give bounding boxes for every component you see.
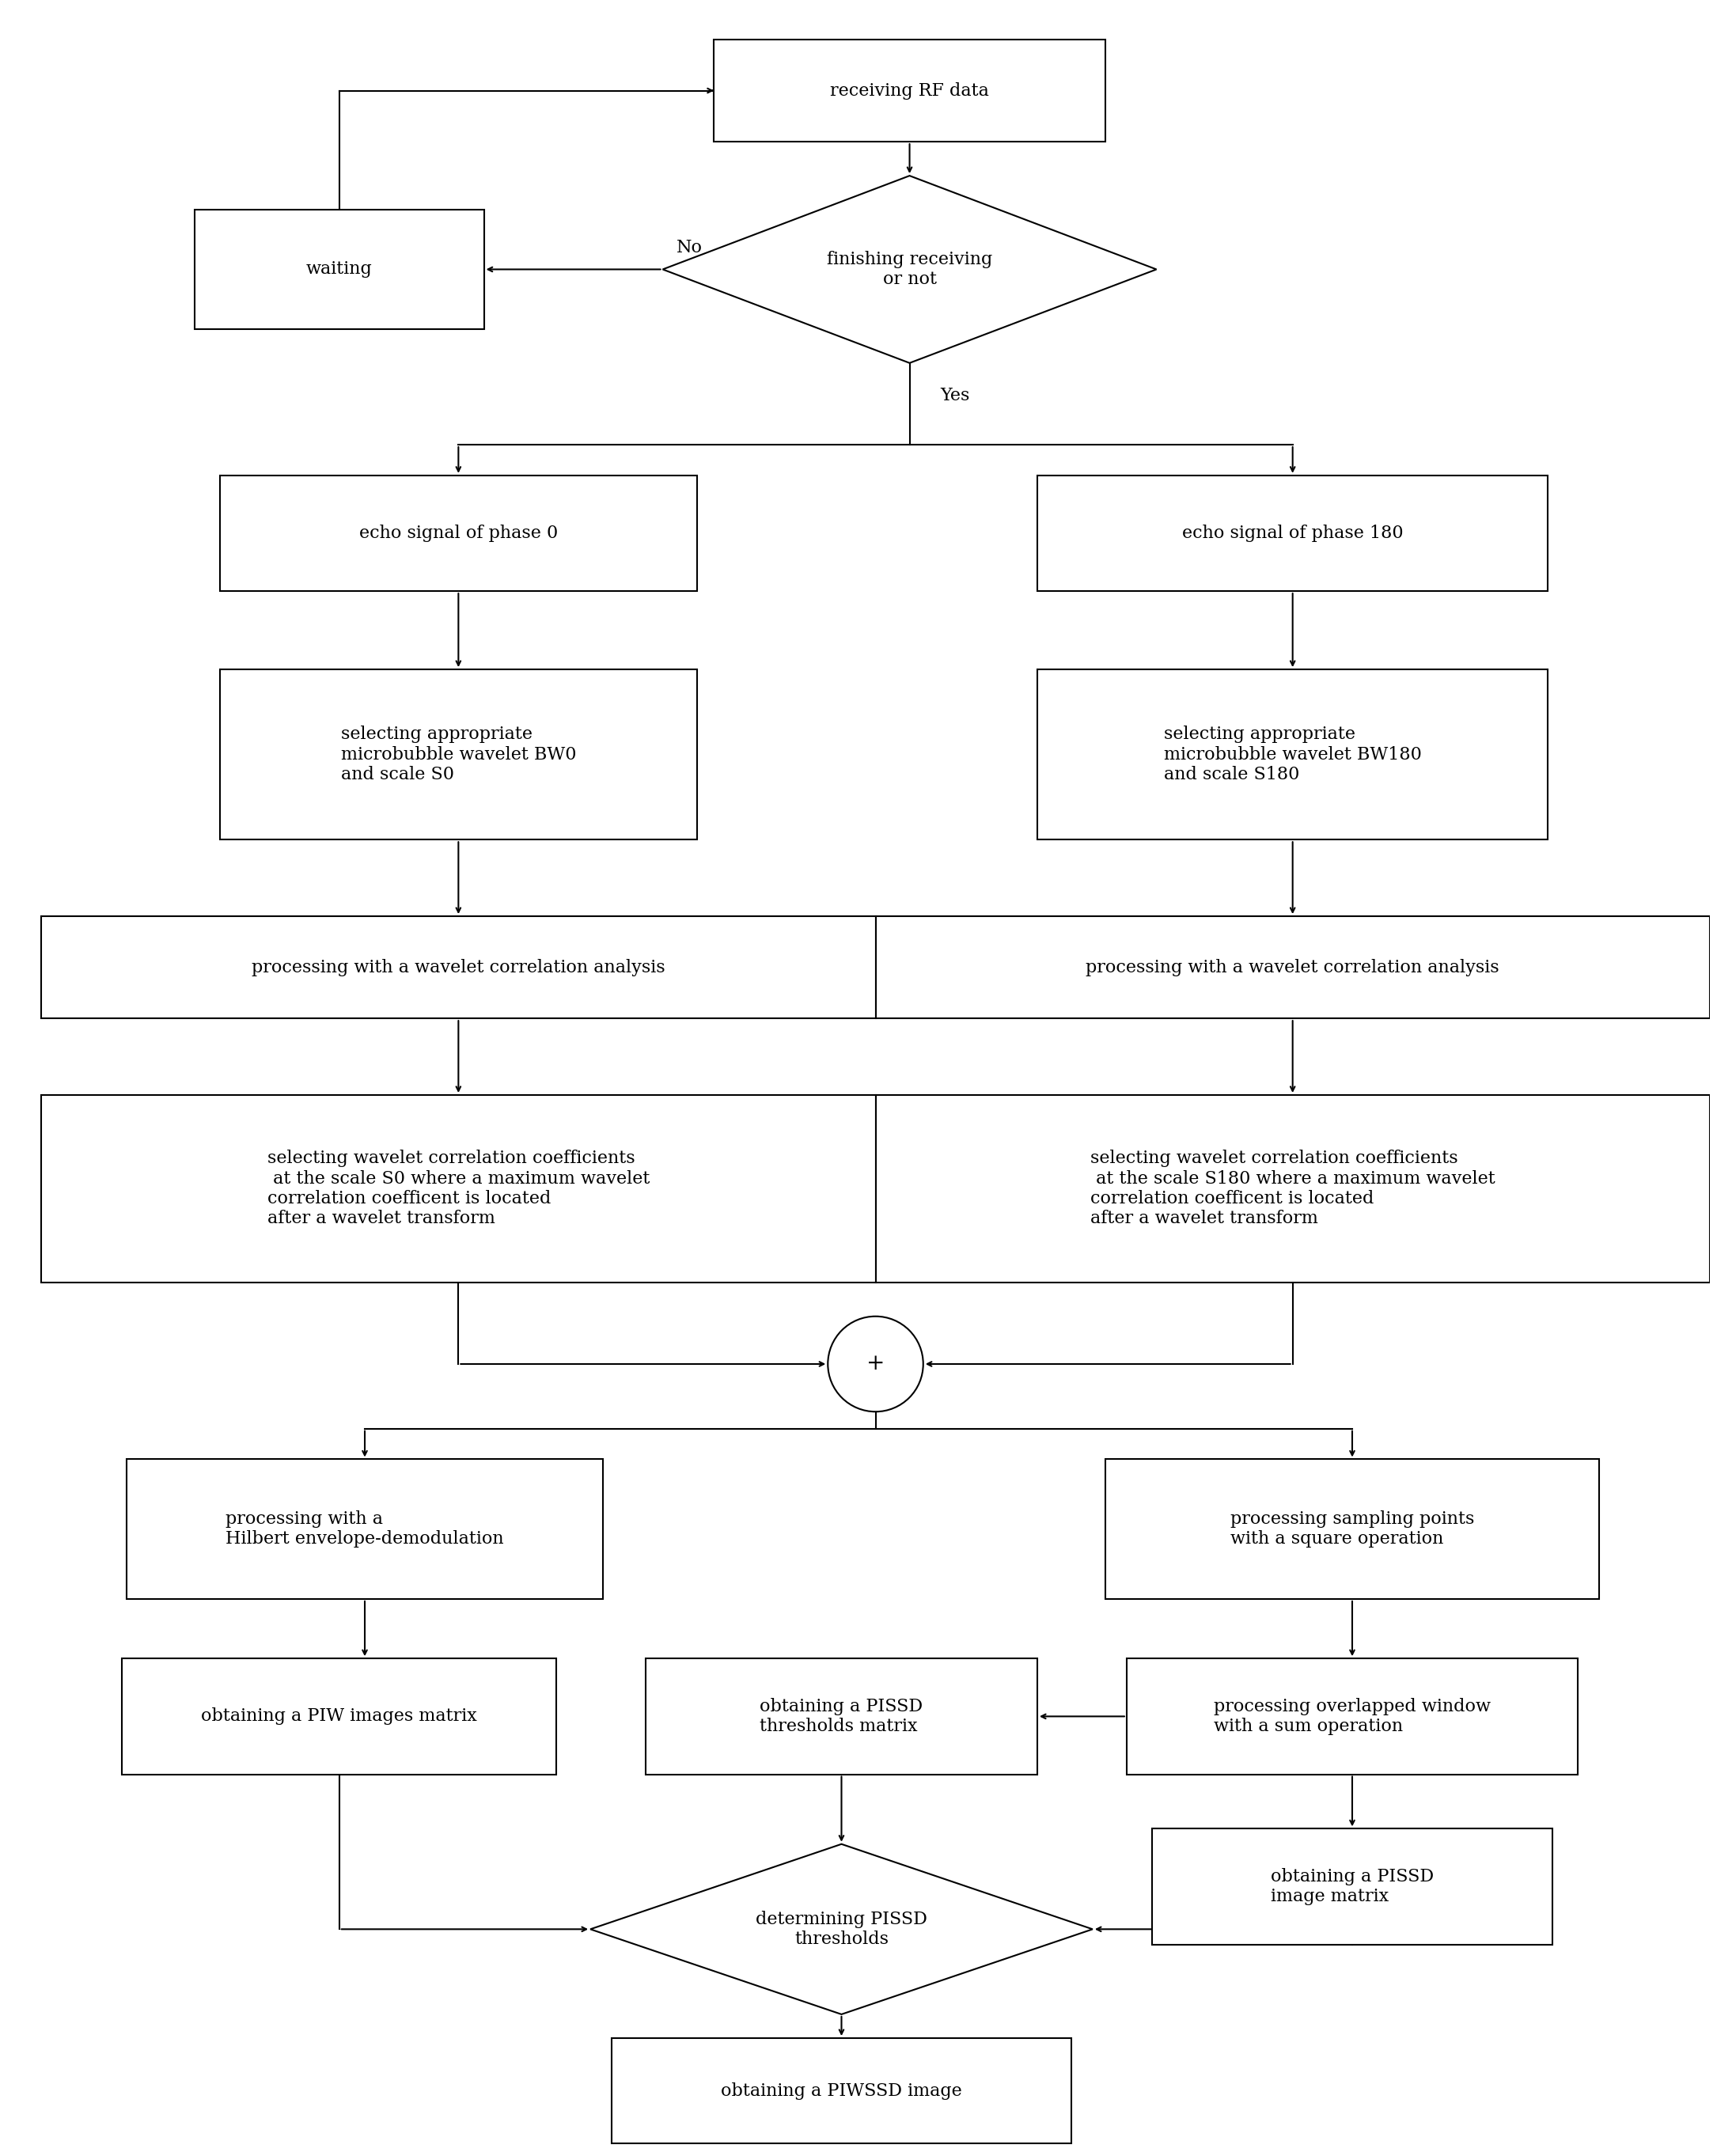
FancyBboxPatch shape bbox=[876, 1095, 1710, 1283]
Text: processing with a wavelet correlation analysis: processing with a wavelet correlation an… bbox=[252, 959, 664, 977]
Polygon shape bbox=[591, 1843, 1092, 2014]
Text: selecting wavelet correlation coefficients
 at the scale S180 where a maximum wa: selecting wavelet correlation coefficien… bbox=[1090, 1149, 1496, 1227]
Text: selecting wavelet correlation coefficients
 at the scale S0 where a maximum wave: selecting wavelet correlation coefficien… bbox=[268, 1149, 649, 1227]
FancyBboxPatch shape bbox=[1037, 668, 1549, 839]
Text: No: No bbox=[676, 239, 702, 257]
Text: processing sampling points
with a square operation: processing sampling points with a square… bbox=[1229, 1511, 1475, 1548]
Text: determining PISSD
thresholds: determining PISSD thresholds bbox=[755, 1910, 927, 1949]
FancyBboxPatch shape bbox=[220, 668, 697, 839]
FancyBboxPatch shape bbox=[41, 1095, 876, 1283]
Text: selecting appropriate
microbubble wavelet BW180
and scale S180: selecting appropriate microbubble wavele… bbox=[1164, 727, 1422, 783]
Text: finishing receiving
or not: finishing receiving or not bbox=[828, 250, 992, 289]
FancyBboxPatch shape bbox=[127, 1460, 603, 1600]
Text: echo signal of phase 180: echo signal of phase 180 bbox=[1181, 524, 1403, 541]
FancyBboxPatch shape bbox=[1126, 1658, 1578, 1774]
FancyBboxPatch shape bbox=[876, 916, 1710, 1018]
FancyBboxPatch shape bbox=[1152, 1828, 1552, 1945]
Text: +: + bbox=[867, 1354, 884, 1376]
FancyBboxPatch shape bbox=[1037, 474, 1549, 591]
Text: obtaining a PISSD
image matrix: obtaining a PISSD image matrix bbox=[1271, 1867, 1434, 1906]
Text: processing with a
Hilbert envelope-demodulation: processing with a Hilbert envelope-demod… bbox=[225, 1511, 503, 1548]
Circle shape bbox=[828, 1317, 924, 1412]
FancyBboxPatch shape bbox=[194, 209, 484, 330]
Text: processing overlapped window
with a sum operation: processing overlapped window with a sum … bbox=[1214, 1697, 1490, 1736]
Polygon shape bbox=[663, 177, 1157, 362]
FancyBboxPatch shape bbox=[220, 474, 697, 591]
Text: selecting appropriate
microbubble wavelet BW0
and scale S0: selecting appropriate microbubble wavele… bbox=[340, 727, 577, 783]
Text: echo signal of phase 0: echo signal of phase 0 bbox=[359, 524, 558, 541]
FancyBboxPatch shape bbox=[41, 916, 876, 1018]
Text: obtaining a PIWSSD image: obtaining a PIWSSD image bbox=[721, 2083, 962, 2100]
FancyBboxPatch shape bbox=[122, 1658, 556, 1774]
FancyBboxPatch shape bbox=[714, 39, 1106, 142]
FancyBboxPatch shape bbox=[611, 2037, 1071, 2143]
Text: obtaining a PIW images matrix: obtaining a PIW images matrix bbox=[201, 1708, 477, 1725]
Text: processing with a wavelet correlation analysis: processing with a wavelet correlation an… bbox=[1085, 959, 1499, 977]
Text: Yes: Yes bbox=[941, 386, 970, 405]
Text: obtaining a PISSD
thresholds matrix: obtaining a PISSD thresholds matrix bbox=[761, 1697, 924, 1736]
FancyBboxPatch shape bbox=[646, 1658, 1037, 1774]
FancyBboxPatch shape bbox=[1106, 1460, 1599, 1600]
Text: waiting: waiting bbox=[306, 261, 373, 278]
Text: receiving RF data: receiving RF data bbox=[829, 82, 989, 99]
